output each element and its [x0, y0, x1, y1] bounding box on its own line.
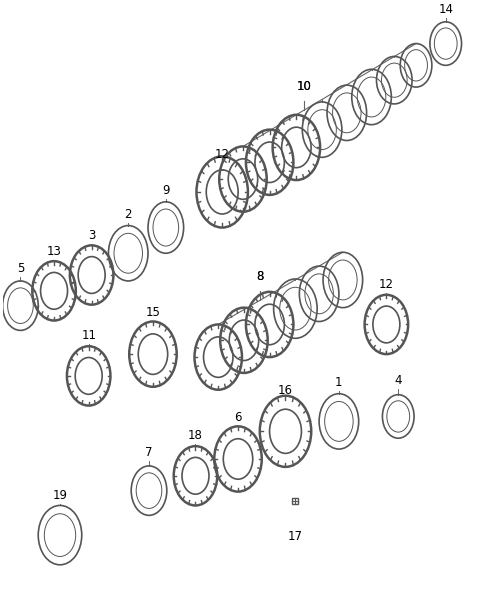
Text: 3: 3 [88, 229, 96, 242]
Text: 1: 1 [335, 376, 343, 389]
Text: 8: 8 [256, 270, 264, 283]
Text: 9: 9 [162, 184, 169, 197]
Text: 2: 2 [124, 207, 132, 221]
Text: 7: 7 [145, 446, 153, 459]
Text: 15: 15 [145, 306, 160, 318]
Text: 4: 4 [395, 374, 402, 387]
Text: 18: 18 [188, 429, 203, 442]
Text: 8: 8 [256, 270, 264, 283]
Text: 12: 12 [215, 148, 230, 161]
Text: 10: 10 [297, 80, 312, 93]
Text: 14: 14 [438, 3, 453, 16]
Text: 19: 19 [52, 489, 68, 503]
Text: 11: 11 [81, 329, 96, 342]
Text: 12: 12 [379, 278, 394, 291]
Text: 5: 5 [17, 262, 24, 275]
Text: 13: 13 [47, 245, 61, 258]
Text: 10: 10 [297, 80, 312, 93]
Text: 6: 6 [234, 411, 242, 425]
Text: 16: 16 [278, 384, 293, 396]
Text: 17: 17 [288, 530, 303, 543]
